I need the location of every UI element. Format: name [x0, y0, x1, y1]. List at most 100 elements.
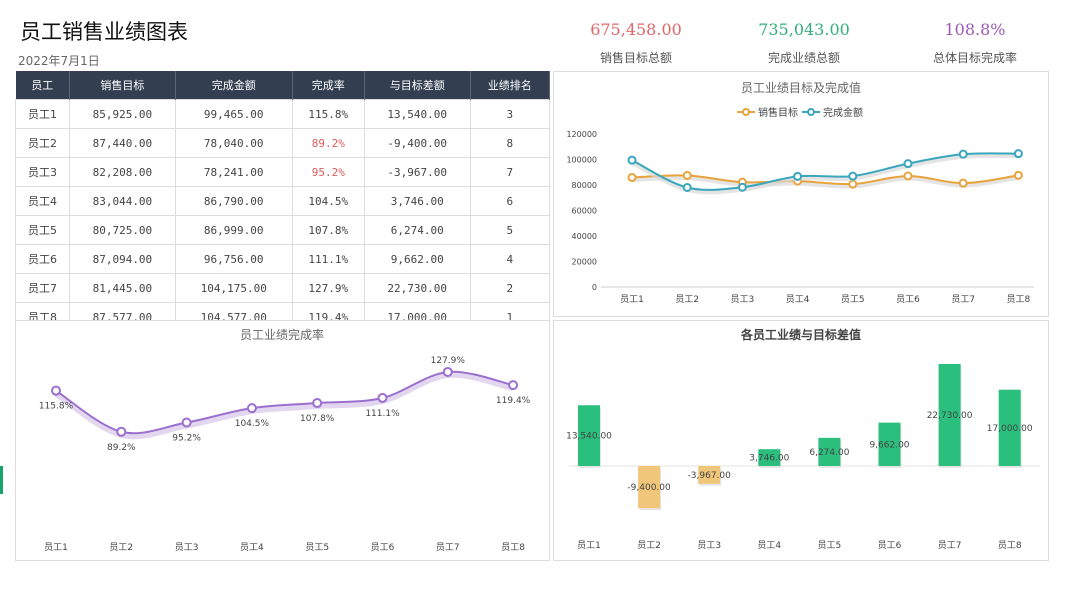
cell-diff: 9,662.00 — [363, 244, 471, 274]
data-label: 3,746.00 — [749, 454, 789, 464]
x-tick-label: 员工3 — [175, 542, 199, 553]
col-rate: 完成率 — [292, 71, 365, 100]
completion-rate-chart: 员工业绩完成率 115.8% 89.2% 95.2% 104.5% 107.8% 111.1… — [39, 327, 531, 553]
x-tick-label: 员工8 — [998, 540, 1022, 551]
col-completed: 完成金额 — [175, 71, 293, 100]
cell-employee: 员工7 — [14, 273, 71, 303]
data-label: 6,274.00 — [809, 448, 849, 458]
series-shadow — [631, 174, 1019, 189]
data-point — [51, 385, 61, 396]
target-vs-completed-chart: 员工业绩目标及完成值 0 20000 40000 60000 80000 100000 120… — [566, 80, 1034, 305]
completion-rate-chart-panel: 员工业绩完成率 115.8% 89.2% 95.2% 104.5% 107.8% 111.1… — [15, 320, 550, 561]
x-tick-label: 员工7 — [951, 294, 975, 305]
cell-rank: 5 — [469, 215, 551, 245]
kpi-completed: 735,043.00 完成业绩总额 — [724, 20, 884, 66]
bar — [578, 405, 600, 466]
cell-diff: -3,967.00 — [363, 157, 471, 187]
cell-rate: 127.9% — [291, 273, 365, 303]
col-diff: 与目标差额 — [364, 71, 471, 100]
cell-target: 82,208.00 — [69, 157, 176, 187]
cell-target: 87,094.00 — [69, 244, 176, 274]
cell-target: 83,044.00 — [69, 186, 176, 216]
cell-target: 87,440.00 — [69, 128, 176, 158]
series-line — [55, 370, 514, 435]
employee-table: 员工 销售目标 完成金额 完成率 与目标差额 业绩排名 员工1 85,925.00… — [14, 71, 551, 332]
series-line — [631, 174, 1019, 186]
x-tick-label: 员工8 — [501, 542, 525, 553]
bar — [998, 389, 1021, 466]
data-point — [903, 159, 913, 169]
data-point — [1013, 170, 1023, 180]
data-label: 13,540.00 — [566, 432, 612, 442]
data-point — [312, 398, 323, 409]
cell-completed: 99,465.00 — [174, 99, 293, 129]
cell-employee: 员工5 — [14, 215, 71, 245]
y-tick-label: 40000 — [572, 232, 597, 241]
x-tick-label: 员工6 — [371, 542, 395, 553]
data-label: 115.8% — [39, 402, 74, 412]
series-shadow — [54, 371, 514, 440]
x-tick-label: 员工2 — [109, 542, 133, 553]
chart-title: 员工业绩完成率 — [240, 327, 324, 342]
cell-completed: 104,175.00 — [174, 273, 293, 303]
data-point — [793, 171, 803, 181]
data-point — [737, 182, 747, 192]
x-tick-label: 员工2 — [637, 540, 661, 551]
cell-rank: 2 — [469, 273, 551, 303]
data-point — [181, 417, 192, 428]
cell-completed: 78,241.00 — [174, 157, 293, 187]
cell-rank: 7 — [469, 157, 551, 187]
data-point — [1013, 149, 1023, 159]
diff-chart-panel: 各员工业绩与目标差值 13,540.00 员工1 -9,400.00 员工2 -3,967… — [553, 320, 1049, 561]
x-tick-label: 员工6 — [896, 294, 920, 305]
cell-employee: 员工3 — [14, 157, 71, 187]
table-row: 员工4 83,044.00 86,790.00 104.5% 3,746.00 6 — [14, 186, 551, 216]
cell-target: 85,925.00 — [69, 99, 176, 129]
data-point — [627, 155, 637, 165]
cell-completed: 96,756.00 — [174, 244, 293, 274]
diff-chart: 各员工业绩与目标差值 13,540.00 员工1 -9,400.00 员工2 -3,967… — [566, 327, 1040, 551]
edge-marker — [0, 466, 3, 494]
x-tick-label: 员工5 — [841, 294, 865, 305]
data-point — [682, 182, 692, 192]
x-tick-label: 员工4 — [240, 542, 264, 553]
table-row: 员工5 80,725.00 86,999.00 107.8% 6,274.00 5 — [14, 215, 551, 245]
data-label: 9,662.00 — [869, 440, 909, 450]
data-label: 89.2% — [107, 443, 136, 453]
data-point — [958, 178, 968, 188]
cell-rate: 95.2% — [291, 157, 365, 187]
data-point — [848, 179, 858, 189]
kpi-sales-target: 675,458.00 销售目标总额 — [556, 20, 716, 66]
cell-rate: 111.1% — [291, 244, 365, 274]
table-header-row: 员工 销售目标 完成金额 完成率 与目标差额 业绩排名 — [15, 71, 551, 100]
data-label: -9,400.00 — [627, 483, 671, 493]
bar — [638, 466, 661, 509]
data-point — [682, 171, 692, 181]
cell-diff: 6,274.00 — [363, 215, 471, 245]
data-label: -3,967.00 — [688, 471, 732, 481]
cell-employee: 员工1 — [14, 99, 71, 129]
cell-rank: 8 — [469, 128, 551, 158]
cell-employee: 员工6 — [14, 244, 71, 274]
col-target: 销售目标 — [69, 71, 176, 100]
legend-label: 完成金额 — [823, 106, 863, 119]
kpi-completed-value: 735,043.00 — [758, 20, 850, 39]
cell-employee: 员工2 — [14, 128, 71, 158]
x-tick-label: 员工6 — [878, 540, 902, 551]
x-tick-label: 员工5 — [305, 542, 329, 553]
data-label: 127.9% — [431, 356, 466, 366]
legend-label: 销售目标 — [758, 106, 798, 119]
table-row: 员工6 87,094.00 96,756.00 111.1% 9,662.00 4 — [14, 244, 551, 274]
kpi-sales-target-label: 销售目标总额 — [599, 51, 672, 65]
y-tick-label: 80000 — [572, 181, 597, 190]
legend-marker — [742, 108, 750, 116]
x-tick-label: 员工1 — [577, 540, 601, 551]
bar — [698, 466, 721, 484]
y-tick-label: 60000 — [572, 207, 597, 216]
cell-diff: 22,730.00 — [363, 273, 471, 303]
y-tick-label: 120000 — [566, 130, 597, 139]
data-label: 22,730.00 — [927, 411, 973, 421]
bar — [938, 364, 961, 466]
cell-rank: 4 — [469, 244, 551, 274]
data-label: 104.5% — [235, 419, 270, 429]
